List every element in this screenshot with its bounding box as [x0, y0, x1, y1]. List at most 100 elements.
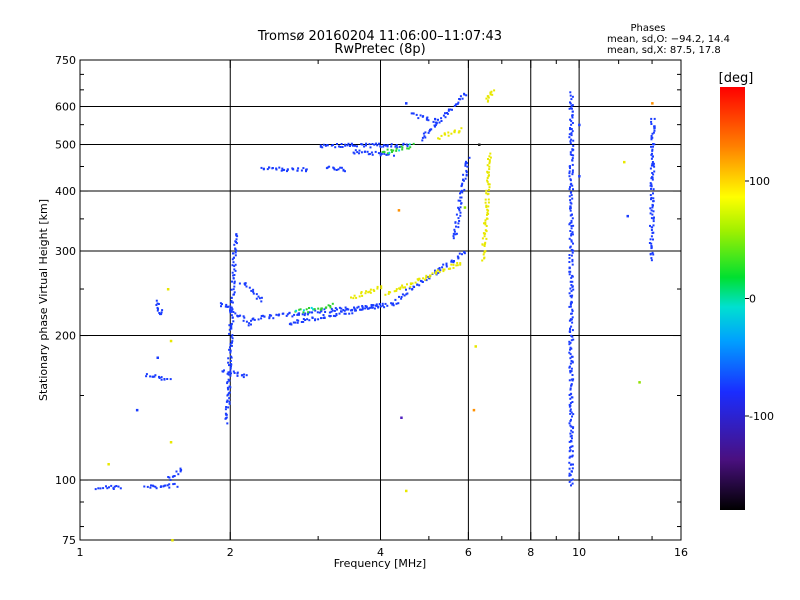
data-point [368, 153, 371, 155]
data-point [270, 314, 273, 317]
colorbar [720, 87, 745, 510]
data-point [149, 486, 152, 489]
data-point [358, 149, 361, 152]
data-point [439, 269, 442, 272]
data-point [650, 247, 653, 250]
data-point [568, 133, 571, 136]
data-point [268, 316, 271, 319]
data-point [370, 151, 373, 154]
data-point [652, 131, 655, 134]
data-point [369, 146, 372, 149]
data-point [571, 431, 574, 434]
data-point [180, 469, 183, 471]
data-point [571, 450, 574, 453]
data-point [652, 231, 655, 234]
data-point [163, 378, 166, 380]
data-point [230, 365, 232, 368]
data-point [307, 311, 310, 314]
data-point [286, 313, 289, 316]
data-point [97, 487, 100, 490]
data-point [341, 146, 344, 148]
data-point [380, 285, 383, 288]
data-point [486, 170, 489, 173]
data-point [459, 192, 461, 195]
data-point [460, 127, 463, 130]
data-point [158, 375, 160, 378]
data-point [295, 309, 298, 312]
data-point [149, 375, 152, 378]
data-point [493, 89, 496, 92]
data-point [478, 143, 481, 146]
data-point [240, 374, 243, 377]
data-point [231, 341, 233, 344]
data-point [570, 479, 573, 482]
data-point [487, 158, 489, 160]
data-point [449, 267, 452, 270]
data-point [572, 224, 575, 227]
data-point [571, 280, 574, 283]
data-point [571, 467, 574, 470]
data-point [410, 112, 413, 115]
data-point [368, 290, 371, 293]
data-point [570, 120, 573, 123]
data-point [260, 300, 263, 303]
data-point [166, 288, 170, 291]
data-point [484, 229, 487, 232]
data-point [652, 173, 655, 176]
data-point [425, 117, 428, 120]
data-point [571, 437, 573, 440]
data-point [347, 142, 350, 145]
data-point [568, 188, 571, 191]
data-point [334, 307, 337, 310]
data-point [232, 288, 235, 291]
data-point [361, 307, 364, 310]
data-point [245, 285, 248, 288]
data-point [421, 139, 424, 142]
data-point [489, 156, 492, 159]
data-point [330, 307, 333, 310]
x-tick-label: 2 [227, 546, 234, 559]
data-point [387, 292, 390, 295]
data-point [306, 313, 309, 316]
data-point [324, 144, 327, 147]
data-point [319, 144, 322, 147]
data-point [458, 209, 461, 212]
data-point [569, 295, 572, 297]
data-point [236, 315, 239, 318]
data-point [230, 314, 233, 317]
data-point [569, 230, 572, 232]
data-point [400, 297, 403, 300]
data-point [425, 118, 428, 121]
data-point [569, 388, 572, 391]
data-point [334, 146, 337, 149]
data-point [384, 302, 387, 305]
data-point [235, 233, 238, 236]
data-point [367, 291, 370, 294]
data-point [570, 360, 573, 362]
data-point [651, 132, 654, 135]
data-point [252, 288, 255, 291]
data-point [233, 265, 236, 268]
data-point [569, 205, 572, 208]
data-point [652, 204, 654, 207]
data-point [311, 316, 314, 319]
data-point [228, 328, 231, 331]
y-tick-label: 300 [55, 245, 76, 258]
data-point [569, 305, 572, 308]
data-point [171, 475, 174, 478]
data-point [234, 251, 237, 254]
data-point [145, 373, 148, 376]
data-point [156, 302, 159, 305]
data-point [568, 237, 571, 240]
data-point [232, 277, 235, 280]
data-point [569, 424, 572, 427]
data-point [418, 277, 421, 280]
data-point [172, 483, 175, 486]
data-point [372, 304, 375, 307]
data-point [465, 94, 468, 97]
data-point [568, 422, 571, 425]
data-point [570, 284, 573, 286]
data-point [173, 482, 176, 485]
data-point [179, 470, 182, 473]
data-point [571, 310, 574, 312]
